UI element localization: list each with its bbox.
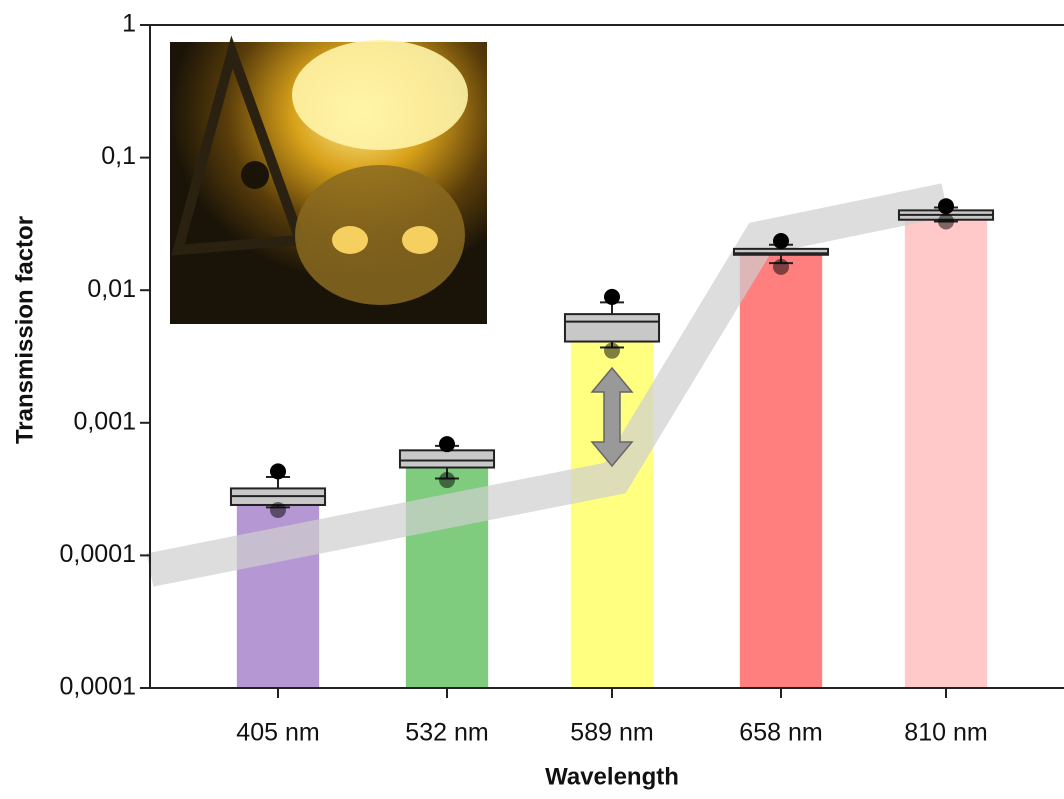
data-point — [938, 213, 954, 230]
y-axis-label: Transmission factor — [11, 216, 38, 444]
x-tick-label: 589 nm — [570, 719, 653, 747]
trend-band — [146, 183, 949, 587]
data-point — [439, 436, 455, 453]
data-point — [604, 342, 620, 359]
y-tick-label: 0,0001 — [60, 673, 136, 701]
box — [563, 313, 661, 343]
x-axis-label: Wavelength — [545, 763, 679, 790]
x-tick-label: 658 nm — [739, 719, 822, 747]
y-tick-label: 0,1 — [101, 142, 136, 170]
data-point — [938, 198, 954, 215]
data-point — [439, 472, 455, 489]
inset-photo — [170, 35, 487, 324]
bar — [739, 254, 823, 689]
y-tick-label: 0,0001 — [60, 540, 136, 568]
y-tick-label: 1 — [122, 10, 136, 38]
data-point — [773, 258, 789, 275]
y-tick-label: 0,001 — [73, 407, 136, 435]
bar — [904, 219, 988, 688]
boxes — [229, 198, 995, 518]
data-point — [270, 463, 286, 480]
data-point — [604, 288, 620, 305]
y-tick-label: 0,01 — [87, 275, 136, 303]
x-tick-label: 405 nm — [236, 719, 319, 747]
data-point — [773, 232, 789, 249]
double-arrow — [590, 366, 634, 468]
x-tick-label: 532 nm — [405, 719, 488, 747]
x-tick-label: 810 nm — [904, 719, 987, 747]
data-point — [270, 501, 286, 518]
box — [398, 449, 496, 469]
